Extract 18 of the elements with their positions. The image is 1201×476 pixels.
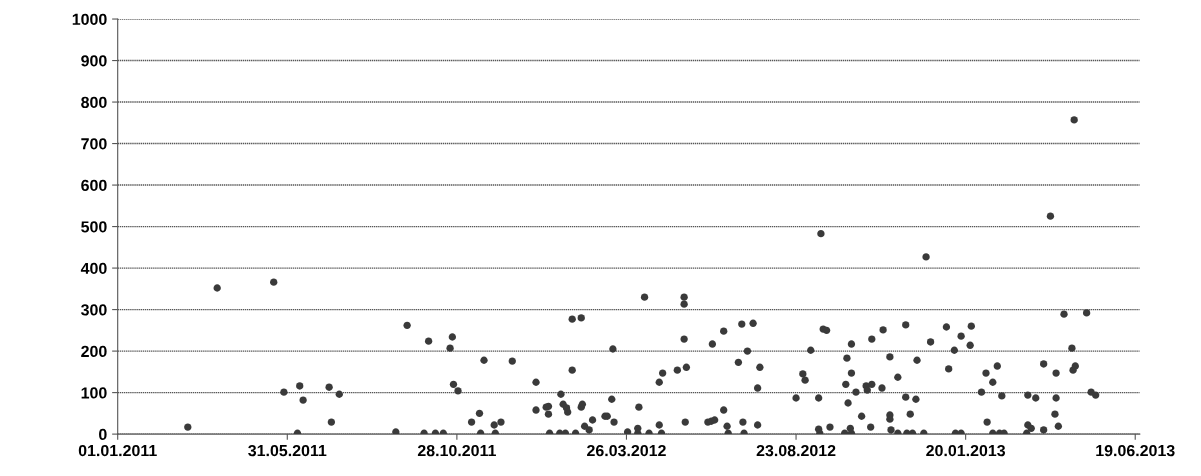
x-tick-label: 23.08.2012 <box>756 444 836 457</box>
y-tick-label: 800 <box>81 96 107 108</box>
y-tick-label: 600 <box>81 179 107 192</box>
y-tick-label: 200 <box>81 345 107 358</box>
y-tick-label: 0 <box>99 428 107 441</box>
y-tick-label: 400 <box>80 262 107 275</box>
y-tick-label: 900 <box>81 55 107 67</box>
y-tick-label: 1000 <box>72 13 107 25</box>
y-tick-label: 300 <box>81 304 107 316</box>
x-tick-label: 31.05.2011 <box>248 444 327 457</box>
y-tick-label: 500 <box>81 221 107 233</box>
x-tick-label: 26.03.2012 <box>587 444 666 457</box>
y-tick-label: 700 <box>81 138 107 150</box>
x-tick-label: 20.01.2013 <box>926 444 1006 457</box>
x-tick-label: 19.06.2013 <box>1096 444 1175 457</box>
x-tick-label: 01.01.2011 <box>78 444 157 457</box>
y-tick-label: 100 <box>81 387 107 399</box>
x-tick-label: 28.10.2011 <box>417 444 496 457</box>
